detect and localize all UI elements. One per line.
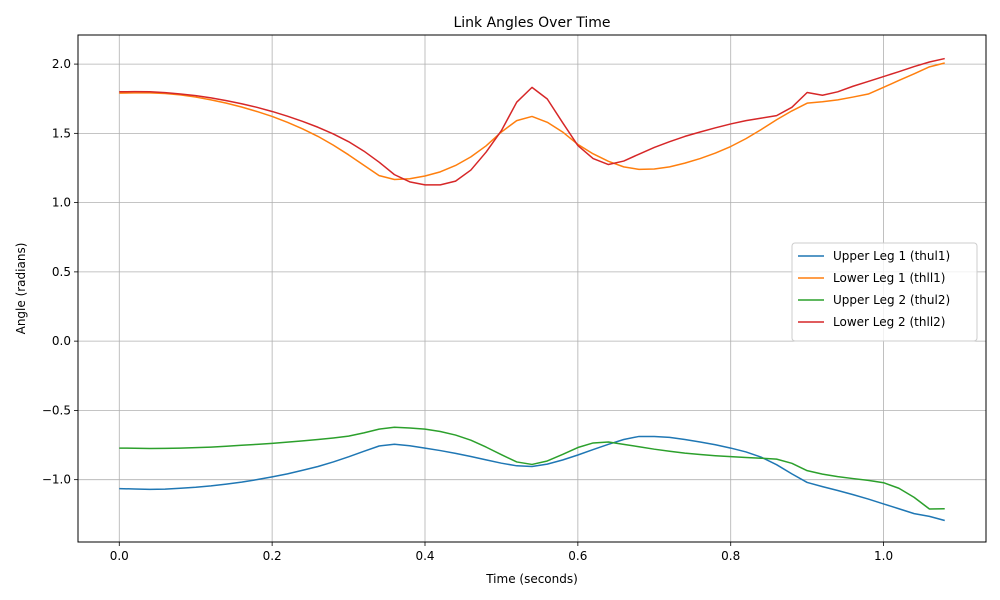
y-tick-label: 1.5 <box>52 126 71 140</box>
axis-ticks: 0.0 0.2 0.4 0.6 0.8 1.0 −1.0 −0.5 0.0 0.5 1.0 1.5 2.… <box>42 57 893 563</box>
legend-label: Upper Leg 1 (thul1) <box>833 249 950 263</box>
x-tick-label: 0.0 <box>110 549 129 563</box>
legend-label: Lower Leg 1 (thll1) <box>833 271 945 285</box>
x-tick-label: 0.4 <box>415 549 434 563</box>
y-tick-label: 1.0 <box>52 196 71 210</box>
legend-box <box>791 242 978 342</box>
x-axis-label: Time (seconds) <box>485 572 578 586</box>
series-line-3 <box>119 426 945 510</box>
legend-label: Upper Leg 2 (thul2) <box>833 293 950 307</box>
x-tick-label: 1.0 <box>874 549 893 563</box>
x-tick-label: 0.2 <box>263 549 282 563</box>
legend-label: Lower Leg 2 (thll2) <box>833 315 945 329</box>
series-line-1 <box>119 435 945 522</box>
chart-title: Link Angles Over Time <box>453 15 610 31</box>
y-tick-label: −1.0 <box>42 473 71 487</box>
series-line-4 <box>119 57 945 186</box>
y-tick-label: −0.5 <box>42 403 71 417</box>
series-line-2 <box>119 62 945 181</box>
plot-frame <box>77 34 987 543</box>
y-tick-label: 0.5 <box>52 265 71 279</box>
legend: Upper Leg 1 (thul1) Lower Leg 1 (thll1) Up… <box>791 242 978 342</box>
x-tick-label: 0.8 <box>721 549 740 563</box>
y-axis-label: Angle (radians) <box>14 243 28 335</box>
y-tick-label: 2.0 <box>52 57 71 71</box>
x-tick-label: 0.6 <box>568 549 587 563</box>
y-tick-label: 0.0 <box>52 334 71 348</box>
series-lines <box>119 57 945 522</box>
